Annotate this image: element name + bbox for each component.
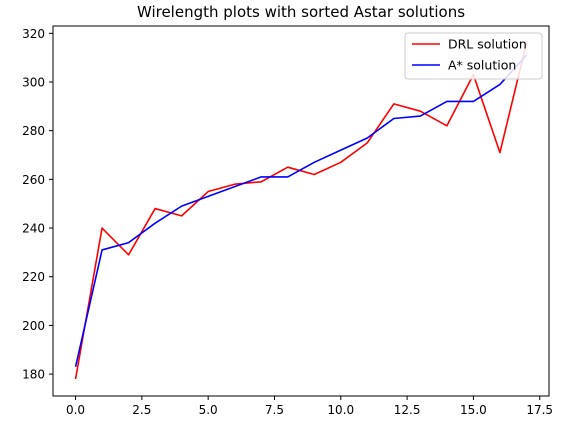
y-tick-label: 240 — [22, 222, 45, 236]
x-tick-label: 2.5 — [132, 403, 151, 417]
y-tick-label: 200 — [22, 319, 45, 333]
y-tick-label: 260 — [22, 173, 45, 187]
legend: DRL solution A* solution — [404, 32, 543, 80]
y-tick-label: 300 — [22, 75, 45, 89]
legend-label: A* solution — [448, 58, 516, 73]
y-tick-label: 280 — [22, 124, 45, 138]
y-tick-label: 320 — [22, 27, 45, 41]
x-tick-label: 17.5 — [526, 403, 553, 417]
x-tick-label: 7.5 — [265, 403, 284, 417]
x-tick-label: 5.0 — [199, 403, 218, 417]
series-layer — [74, 42, 528, 380]
x-tick-label: 0.0 — [66, 403, 85, 417]
series-line-astar — [74, 54, 528, 367]
x-tick-label: 15.0 — [460, 403, 487, 417]
series-line-drl — [74, 42, 528, 380]
legend-label: DRL solution — [448, 37, 527, 52]
x-tick-label: 12.5 — [394, 403, 421, 417]
y-tick-label: 180 — [22, 368, 45, 382]
x-axis: 0.0 2.5 5.0 7.5 10.0 12.5 15.0 17.5 — [66, 396, 553, 417]
plot-frame — [52, 25, 550, 397]
y-tick-label: 220 — [22, 270, 45, 284]
y-axis: 180 200 220 240 260 280 300 320 — [22, 27, 53, 382]
x-tick-label: 10.0 — [327, 403, 354, 417]
chart-title: Wirelength plots with sorted Astar solut… — [137, 3, 465, 21]
